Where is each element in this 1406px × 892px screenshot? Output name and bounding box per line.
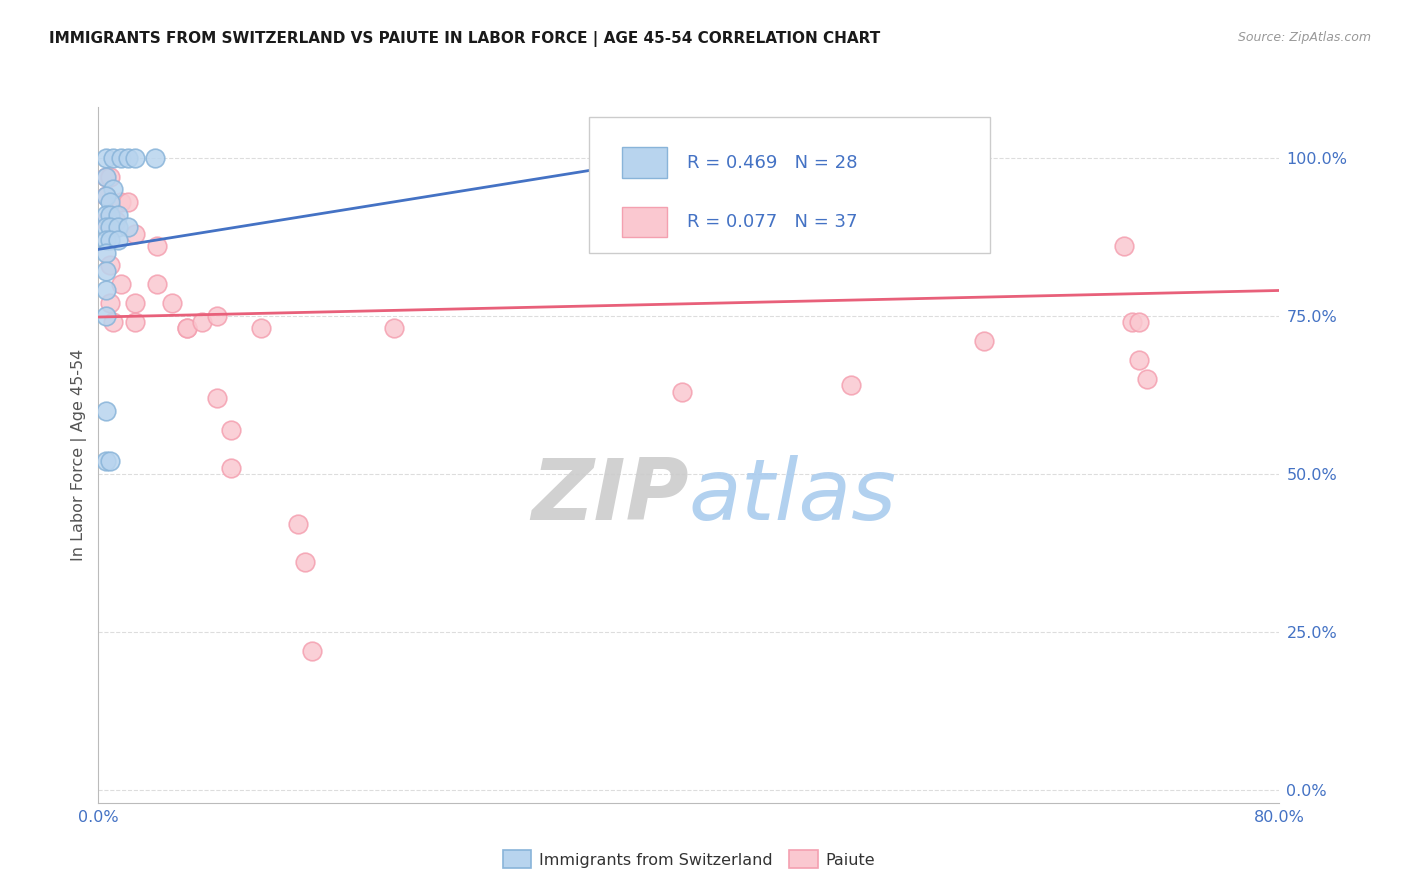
Point: [117, 220, 139, 235]
Point: [973, 334, 995, 348]
Point: [98, 296, 121, 310]
Point: [176, 321, 198, 335]
Point: [110, 277, 132, 292]
Point: [294, 556, 316, 570]
Bar: [621, 207, 666, 237]
Point: [94, 220, 117, 235]
Point: [124, 227, 146, 241]
Point: [94, 245, 117, 260]
Bar: [621, 147, 666, 178]
Point: [191, 315, 214, 329]
Point: [124, 151, 146, 165]
Point: [162, 296, 183, 310]
Point: [146, 239, 169, 253]
Text: R = 0.077   N = 37: R = 0.077 N = 37: [686, 213, 858, 231]
Point: [301, 644, 323, 658]
Point: [1128, 315, 1150, 329]
Point: [382, 321, 405, 335]
FancyBboxPatch shape: [589, 118, 990, 253]
Point: [671, 384, 693, 399]
Point: [94, 403, 117, 417]
Point: [1135, 372, 1157, 386]
Point: [110, 194, 132, 209]
Point: [143, 151, 166, 165]
Point: [105, 214, 128, 228]
Point: [94, 169, 117, 184]
Text: Source: ZipAtlas.com: Source: ZipAtlas.com: [1237, 31, 1371, 45]
Point: [94, 188, 117, 202]
Point: [287, 517, 309, 532]
Point: [94, 233, 117, 247]
Point: [94, 264, 117, 278]
Point: [98, 454, 121, 468]
Point: [219, 423, 242, 437]
Point: [94, 214, 117, 228]
Point: [98, 194, 121, 209]
Y-axis label: In Labor Force | Age 45-54: In Labor Force | Age 45-54: [72, 349, 87, 561]
Point: [117, 194, 139, 209]
Point: [633, 151, 655, 165]
Point: [94, 454, 117, 468]
Point: [94, 208, 117, 222]
Point: [98, 169, 121, 184]
Point: [205, 309, 228, 323]
Text: atlas: atlas: [689, 455, 897, 538]
Point: [1128, 353, 1150, 368]
Point: [107, 220, 129, 235]
Point: [839, 378, 862, 392]
Point: [1114, 239, 1136, 253]
Point: [250, 321, 273, 335]
Point: [94, 309, 117, 323]
Point: [98, 258, 121, 272]
Point: [124, 296, 146, 310]
Point: [117, 151, 139, 165]
Point: [107, 233, 129, 247]
Point: [219, 460, 242, 475]
Point: [124, 315, 146, 329]
Point: [98, 233, 121, 247]
Point: [94, 151, 117, 165]
Point: [205, 391, 228, 405]
Point: [94, 284, 117, 298]
Text: ZIP: ZIP: [531, 455, 689, 538]
Text: R = 0.469   N = 28: R = 0.469 N = 28: [686, 153, 858, 171]
Point: [103, 151, 125, 165]
Point: [107, 208, 129, 222]
Point: [94, 169, 117, 184]
Point: [146, 277, 169, 292]
Legend: Immigrants from Switzerland, Paiute: Immigrants from Switzerland, Paiute: [496, 844, 882, 875]
Point: [98, 208, 121, 222]
Text: IMMIGRANTS FROM SWITZERLAND VS PAIUTE IN LABOR FORCE | AGE 45-54 CORRELATION CHA: IMMIGRANTS FROM SWITZERLAND VS PAIUTE IN…: [49, 31, 880, 47]
Point: [103, 182, 125, 196]
Point: [1121, 315, 1143, 329]
Point: [94, 188, 117, 202]
Point: [176, 321, 198, 335]
Point: [98, 220, 121, 235]
Point: [103, 315, 125, 329]
Point: [110, 151, 132, 165]
